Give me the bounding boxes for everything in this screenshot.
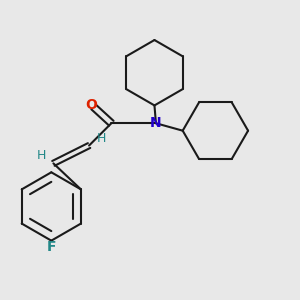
Text: F: F <box>46 240 56 254</box>
Text: O: O <box>85 98 97 112</box>
Text: H: H <box>37 149 46 162</box>
Text: N: N <box>150 116 162 130</box>
Text: H: H <box>96 132 106 145</box>
